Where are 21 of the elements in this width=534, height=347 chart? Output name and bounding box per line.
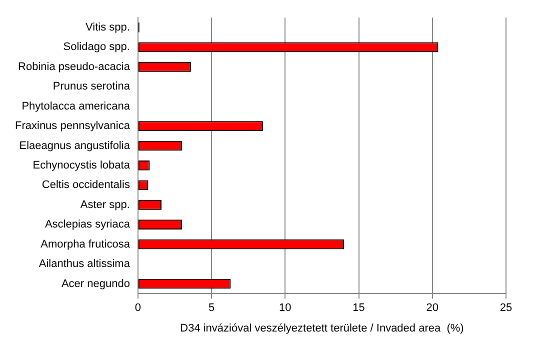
y-tick-label: Elaeagnus angustifolia bbox=[19, 140, 131, 152]
y-tick-label: Vitis spp. bbox=[86, 21, 130, 34]
y-tick-label: Echynocystis lobata bbox=[32, 159, 131, 172]
x-tick-label: 5 bbox=[208, 302, 215, 314]
y-tick-label: Aster spp. bbox=[80, 198, 130, 211]
y-tick-label: Acer negundo bbox=[61, 278, 130, 290]
x-axis-title: D34 invázióval veszélyeztetett területe / Invaded area (%) bbox=[180, 322, 464, 334]
x-tick-label: 10 bbox=[279, 302, 292, 314]
y-tick-label: Solidago spp. bbox=[63, 41, 130, 54]
x-tick-label: 0 bbox=[134, 302, 142, 314]
y-tick-label: Amorpha fruticosa bbox=[40, 238, 131, 250]
x-tick-label: 15 bbox=[352, 302, 365, 314]
y-tick-label: Robinia pseudo-acacia bbox=[18, 60, 131, 73]
y-tick-label: Ailanthus altissima bbox=[38, 258, 131, 270]
y-tick-label: Prunus serotina bbox=[52, 80, 131, 93]
y-tick-label: Fraxinus pennsylvanica bbox=[14, 120, 131, 132]
y-tick-label: Phytolacca americana bbox=[22, 100, 131, 112]
x-tick-label: 20 bbox=[426, 302, 439, 314]
y-tick-label: Asclepias syriaca bbox=[44, 218, 131, 231]
x-tick-label: 25 bbox=[500, 302, 512, 314]
y-tick-label: Celtis occidentalis bbox=[42, 179, 130, 192]
